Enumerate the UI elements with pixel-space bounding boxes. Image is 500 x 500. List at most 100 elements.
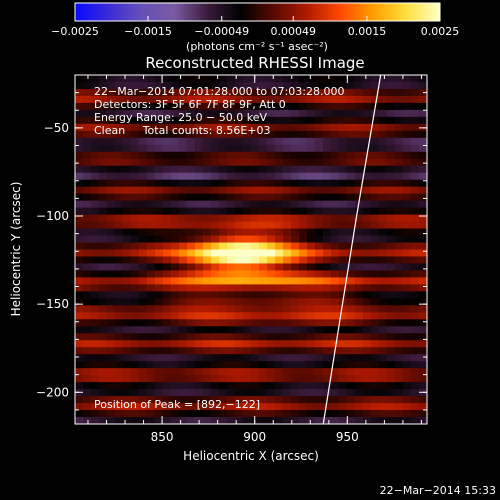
heatmap-cell <box>147 354 156 362</box>
heatmap-cell <box>259 382 268 390</box>
heatmap-cell <box>139 221 148 230</box>
heatmap-cell <box>251 291 260 299</box>
heatmap-cell <box>163 340 172 348</box>
heatmap-cell <box>195 256 204 265</box>
heatmap-cell <box>211 284 220 292</box>
heatmap-cell <box>227 298 236 306</box>
heatmap-cell <box>371 158 380 167</box>
heatmap-cell <box>75 375 84 383</box>
heatmap-cell <box>347 200 356 209</box>
x-tick-label: 950 <box>336 430 359 444</box>
heatmap-cell <box>331 263 340 272</box>
heatmap-cell <box>251 75 260 83</box>
heatmap-cell <box>83 214 92 223</box>
heatmap-cell <box>219 256 228 265</box>
heatmap-cell <box>251 144 260 153</box>
heatmap-cell <box>115 305 124 313</box>
heatmap-cell <box>267 144 276 153</box>
heatmap-cell <box>275 382 284 390</box>
heatmap-cell <box>75 284 84 292</box>
heatmap-cell <box>163 277 172 285</box>
heatmap-cell <box>75 95 84 104</box>
heatmap-cell <box>307 88 316 97</box>
heatmap-cell <box>355 403 364 411</box>
heatmap-cell <box>147 326 156 334</box>
heatmap-cell <box>387 389 396 397</box>
heatmap-cell <box>275 354 284 362</box>
heatmap-cell <box>147 193 156 202</box>
heatmap-cell <box>115 249 124 258</box>
heatmap-cell <box>363 81 372 90</box>
heatmap-cell <box>267 249 276 258</box>
heatmap-cell <box>75 88 84 97</box>
heatmap-cell <box>139 270 148 279</box>
heatmap-cell <box>411 270 420 279</box>
heatmap-cell <box>419 165 427 174</box>
heatmap-cell <box>99 277 108 285</box>
heatmap-cell <box>163 312 172 320</box>
heatmap-cell <box>283 347 292 355</box>
heatmap-cell <box>331 340 340 348</box>
heatmap-cell <box>395 207 404 216</box>
heatmap-cell <box>291 291 300 299</box>
heatmap-cell <box>403 389 412 397</box>
heatmap-cell <box>315 340 324 348</box>
heatmap-cell <box>107 172 116 181</box>
heatmap-cell <box>91 172 100 181</box>
heatmap-cell <box>147 305 156 313</box>
heatmap-cell <box>243 347 252 355</box>
heatmap-cell <box>419 396 427 404</box>
heatmap-cell <box>91 214 100 223</box>
heatmap-cell <box>147 298 156 306</box>
heatmap-cell <box>99 396 108 404</box>
heatmap-cell <box>291 347 300 355</box>
heatmap-cell <box>219 151 228 160</box>
heatmap-cell <box>363 319 372 327</box>
heatmap-cell <box>131 144 140 153</box>
heatmap-cell <box>387 382 396 390</box>
heatmap-cell <box>251 123 260 132</box>
heatmap-cell <box>179 130 188 139</box>
heatmap-cell <box>251 137 260 146</box>
heatmap-cell <box>187 179 196 188</box>
heatmap-cell <box>299 368 308 376</box>
heatmap-cell <box>363 249 372 258</box>
heatmap-cell <box>275 207 284 216</box>
heatmap-cell <box>347 305 356 313</box>
heatmap-cell <box>259 361 268 369</box>
heatmap-cell <box>347 214 356 223</box>
heatmap-cell <box>267 284 276 292</box>
heatmap-cell <box>83 207 92 216</box>
heatmap-cell <box>211 200 220 209</box>
heatmap-cell <box>283 382 292 390</box>
heatmap-cell <box>75 165 84 174</box>
heatmap-cell <box>99 116 108 125</box>
heatmap-cell <box>347 375 356 383</box>
heatmap-cell <box>243 256 252 265</box>
heatmap-cell <box>251 249 260 258</box>
heatmap-cell <box>283 151 292 160</box>
heatmap-cell <box>195 193 204 202</box>
heatmap-cell <box>339 95 348 104</box>
colorbar-tick-label: 0.0015 <box>348 25 387 38</box>
heatmap-cell <box>323 221 332 230</box>
heatmap-cell <box>163 75 172 83</box>
heatmap-cell <box>107 102 116 111</box>
heatmap-cell <box>387 75 396 83</box>
heatmap-cell <box>187 340 196 348</box>
heatmap-cell <box>283 81 292 90</box>
heatmap-cell <box>131 172 140 181</box>
heatmap-cell <box>195 88 204 97</box>
heatmap-cell <box>267 123 276 132</box>
heatmap-cell <box>267 396 276 404</box>
heatmap-cell <box>83 235 92 244</box>
heatmap-cell <box>331 137 340 146</box>
heatmap-cell <box>363 382 372 390</box>
heatmap-cell <box>107 186 116 195</box>
heatmap-cell <box>283 137 292 146</box>
heatmap-cell <box>83 221 92 230</box>
colorbar-tick-label: 0.00049 <box>271 25 317 38</box>
heatmap-cell <box>195 361 204 369</box>
heatmap-cell <box>315 396 324 404</box>
heatmap-cell <box>139 102 148 111</box>
